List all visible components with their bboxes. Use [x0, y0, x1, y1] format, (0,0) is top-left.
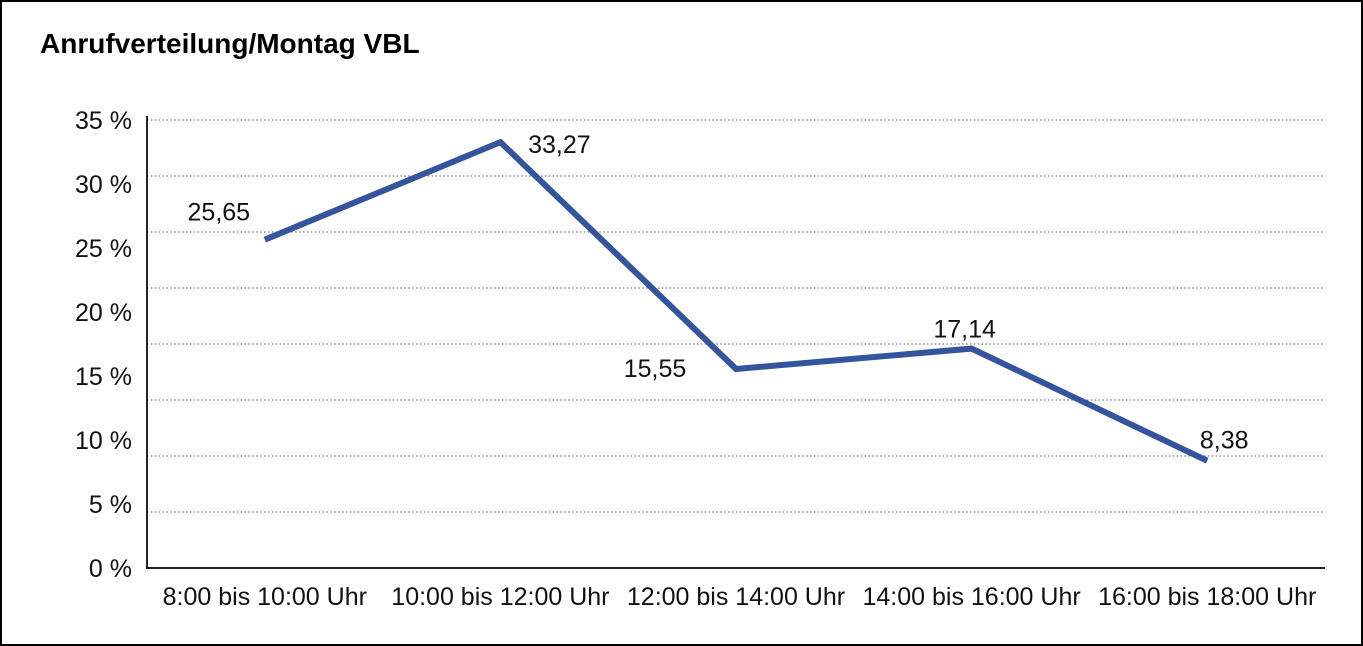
data-point-label: 25,65 [188, 199, 251, 227]
data-point-label: 33,27 [528, 131, 591, 159]
y-axis-tick-label: 0 % [89, 555, 132, 583]
x-axis-category-label: 14:00 bis 16:00 Uhr [862, 583, 1080, 611]
y-axis-tick-label: 5 % [89, 491, 132, 519]
y-axis-tick-label: 35 % [75, 107, 132, 135]
chart-title: Anrufverteilung/Montag VBL [40, 28, 420, 59]
x-axis-category-label: 8:00 bis 10:00 Uhr [163, 583, 367, 611]
y-axis-tick-label: 10 % [75, 427, 132, 455]
data-point-label: 15,55 [624, 355, 687, 383]
data-series-line [263, 138, 1209, 464]
y-axis-tick-label: 15 % [75, 363, 132, 391]
x-axis-category-label: 16:00 bis 18:00 Uhr [1098, 583, 1316, 611]
y-axis-tick-label: 30 % [75, 171, 132, 199]
data-point-label: 17,14 [933, 316, 996, 344]
x-axis-category-label: 10:00 bis 12:00 Uhr [391, 583, 609, 611]
x-axis-category-label: 12:00 bis 14:00 Uhr [627, 583, 845, 611]
data-point-label: 8,38 [1200, 427, 1249, 455]
y-axis-tick-label: 25 % [75, 235, 132, 263]
y-axis-tick-label: 20 % [75, 299, 132, 327]
